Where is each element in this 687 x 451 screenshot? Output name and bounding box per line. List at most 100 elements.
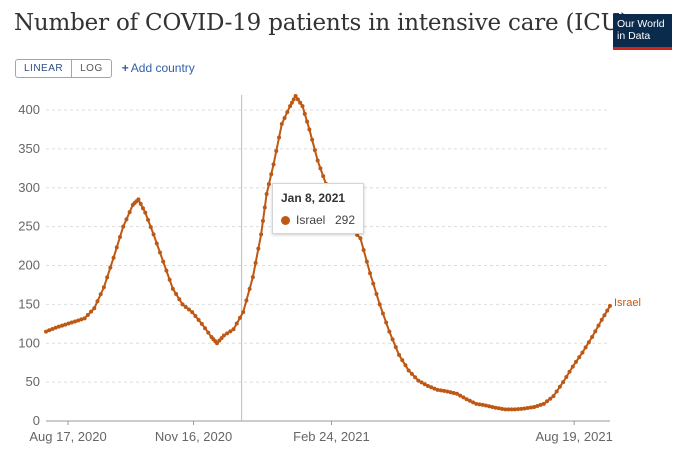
data-point xyxy=(279,121,284,126)
data-point xyxy=(312,148,317,153)
data-point xyxy=(506,407,511,412)
data-point xyxy=(264,191,269,196)
data-point xyxy=(454,391,459,396)
data-point xyxy=(438,388,443,393)
data-point xyxy=(387,329,392,334)
y-tick-label: 0 xyxy=(33,413,40,428)
data-point xyxy=(380,311,385,316)
data-point xyxy=(105,275,110,280)
data-point xyxy=(101,285,106,290)
data-point xyxy=(183,304,188,309)
data-point xyxy=(228,329,233,334)
data-point xyxy=(305,119,310,124)
data-point xyxy=(288,104,293,109)
data-point xyxy=(519,406,524,411)
data-point xyxy=(570,364,575,369)
data-point xyxy=(89,309,94,314)
data-point xyxy=(480,402,485,407)
data-point xyxy=(564,374,569,379)
data-point xyxy=(193,314,198,319)
data-point xyxy=(259,232,264,237)
data-point xyxy=(321,174,326,179)
data-point xyxy=(295,97,300,102)
data-point xyxy=(464,397,469,402)
data-point xyxy=(403,363,408,368)
y-tick-label: 350 xyxy=(18,141,40,156)
y-tick-label: 400 xyxy=(18,102,40,117)
data-point xyxy=(53,325,58,330)
logo-line-1: Our World xyxy=(617,18,665,30)
data-point xyxy=(203,326,208,331)
data-point xyxy=(377,302,382,307)
data-point xyxy=(148,225,153,230)
y-tick-label: 200 xyxy=(18,258,40,273)
data-point xyxy=(422,382,427,387)
data-point xyxy=(442,388,447,393)
data-point xyxy=(586,340,591,345)
data-point xyxy=(44,329,48,334)
data-point xyxy=(214,341,219,346)
data-point xyxy=(56,324,61,329)
data-point xyxy=(435,387,440,392)
data-point xyxy=(256,246,261,251)
add-country-button[interactable]: + Add country xyxy=(122,61,195,75)
data-point xyxy=(92,306,97,311)
tooltip-series-dot xyxy=(281,215,290,225)
data-point xyxy=(583,345,588,350)
data-point xyxy=(285,110,290,115)
data-point xyxy=(487,404,492,409)
data-point xyxy=(217,338,222,343)
data-point xyxy=(358,236,363,241)
data-point xyxy=(477,402,482,407)
data-point xyxy=(315,158,320,163)
data-point xyxy=(206,330,211,335)
data-point xyxy=(262,205,267,210)
data-point xyxy=(111,255,116,260)
plus-icon: + xyxy=(121,61,129,75)
linear-scale-button[interactable]: LINEAR xyxy=(15,58,73,78)
data-point xyxy=(509,407,514,412)
data-point xyxy=(432,386,437,391)
data-point xyxy=(154,241,159,246)
y-tick-label: 300 xyxy=(18,180,40,195)
tooltip-value: 292 xyxy=(334,213,355,227)
data-point xyxy=(590,335,595,340)
data-point xyxy=(522,406,527,411)
data-point xyxy=(167,277,172,282)
data-point xyxy=(557,384,562,389)
y-tick-label: 150 xyxy=(18,296,40,311)
data-point xyxy=(445,389,450,394)
data-point xyxy=(400,358,405,363)
data-point xyxy=(467,398,472,403)
data-point xyxy=(157,250,162,255)
data-point xyxy=(269,172,274,177)
log-scale-button[interactable]: LOG xyxy=(72,58,112,78)
data-point xyxy=(493,405,498,410)
data-point xyxy=(140,206,145,211)
data-point xyxy=(368,271,373,276)
owid-logo[interactable]: Our World in Data xyxy=(613,14,672,50)
data-point xyxy=(419,380,424,385)
data-point xyxy=(413,375,418,380)
data-point xyxy=(573,359,578,364)
data-point xyxy=(397,352,402,357)
data-point xyxy=(237,315,242,320)
data-point xyxy=(599,317,604,322)
data-point xyxy=(425,384,430,389)
data-point xyxy=(177,297,182,302)
logo-line-2: in Data xyxy=(617,30,651,42)
data-point xyxy=(225,331,230,336)
data-point xyxy=(95,299,100,304)
data-point xyxy=(561,380,566,385)
data-point xyxy=(118,234,123,239)
chart-title: Number of COVID-19 patients in intensive… xyxy=(14,10,629,36)
data-point xyxy=(190,310,195,315)
data-point xyxy=(548,396,553,401)
data-point xyxy=(63,322,68,327)
data-point xyxy=(186,307,191,312)
data-point xyxy=(79,317,84,322)
data-point xyxy=(289,100,294,105)
data-point xyxy=(69,320,74,325)
data-point xyxy=(98,292,103,297)
